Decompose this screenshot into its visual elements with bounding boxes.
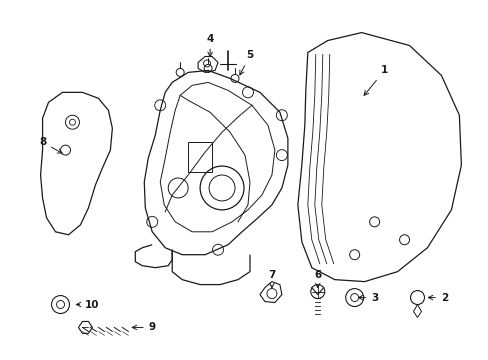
Text: 5: 5 — [239, 50, 253, 75]
Text: 2: 2 — [427, 293, 447, 302]
Text: 1: 1 — [364, 66, 387, 95]
Text: 9: 9 — [132, 323, 156, 332]
Text: 7: 7 — [268, 270, 275, 288]
Text: 10: 10 — [76, 300, 100, 310]
Text: 8: 8 — [39, 137, 62, 153]
Text: 3: 3 — [358, 293, 378, 302]
Text: 6: 6 — [313, 270, 321, 288]
Text: 4: 4 — [206, 33, 213, 57]
